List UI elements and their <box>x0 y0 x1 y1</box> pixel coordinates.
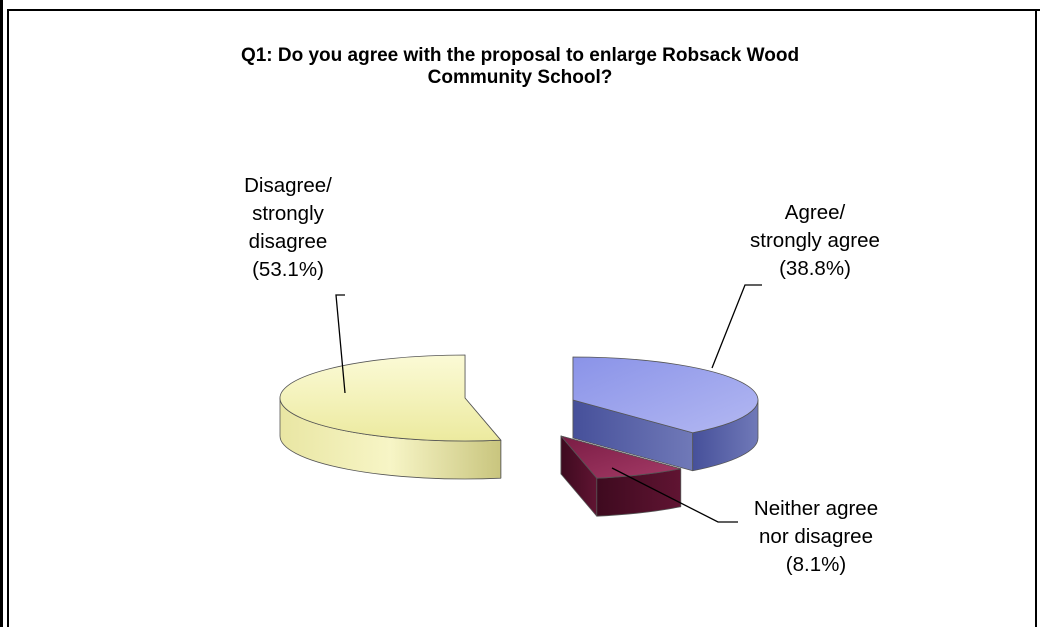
slice-agree <box>572 356 759 472</box>
frame-border-left-outer <box>0 0 3 627</box>
label-disagree-line: disagree <box>249 230 328 253</box>
label-neither-line: nor disagree <box>759 525 873 548</box>
leader-lines <box>335 284 762 523</box>
label-neither: Neither agree nor disagree (8.1%) <box>754 497 878 576</box>
frame-border-right <box>1035 9 1037 627</box>
chart-title: Q1: Do you agree with the proposal to en… <box>0 45 1040 89</box>
slice-neither <box>560 435 682 517</box>
slice-agree-top <box>572 356 759 434</box>
label-neither-line: (8.1%) <box>786 553 846 576</box>
chart-title-line-2: Community School? <box>427 67 613 88</box>
slice-disagree <box>279 354 502 480</box>
leader-agree <box>711 284 762 369</box>
label-disagree-line: strongly <box>252 202 325 225</box>
pie-slices <box>279 354 759 517</box>
label-neither-line: Neither agree <box>754 497 878 520</box>
frame-border-left-inner <box>7 9 9 627</box>
label-disagree-line: Disagree/ <box>244 174 332 197</box>
frame-border-top <box>7 9 1040 11</box>
slice-labels: Agree/strongly agree (38.8%) Neither agree… <box>244 174 880 576</box>
leader-disagree <box>335 294 346 394</box>
slice-neither-top <box>560 435 682 479</box>
label-agree-line: (38.8%) <box>779 257 851 280</box>
label-agree: Agree/strongly agree (38.8%) <box>750 201 880 280</box>
leader-neither <box>611 467 738 523</box>
label-agree-line: Agree/ <box>785 201 846 224</box>
label-disagree-line: (53.1%) <box>252 258 324 281</box>
slice-disagree-top <box>279 354 502 442</box>
label-disagree: Disagree/strongly disagree (53.1%) <box>244 174 332 281</box>
chart-title-line-1: Q1: Do you agree with the proposal to en… <box>240 45 800 66</box>
label-agree-line: strongly agree <box>750 229 880 252</box>
